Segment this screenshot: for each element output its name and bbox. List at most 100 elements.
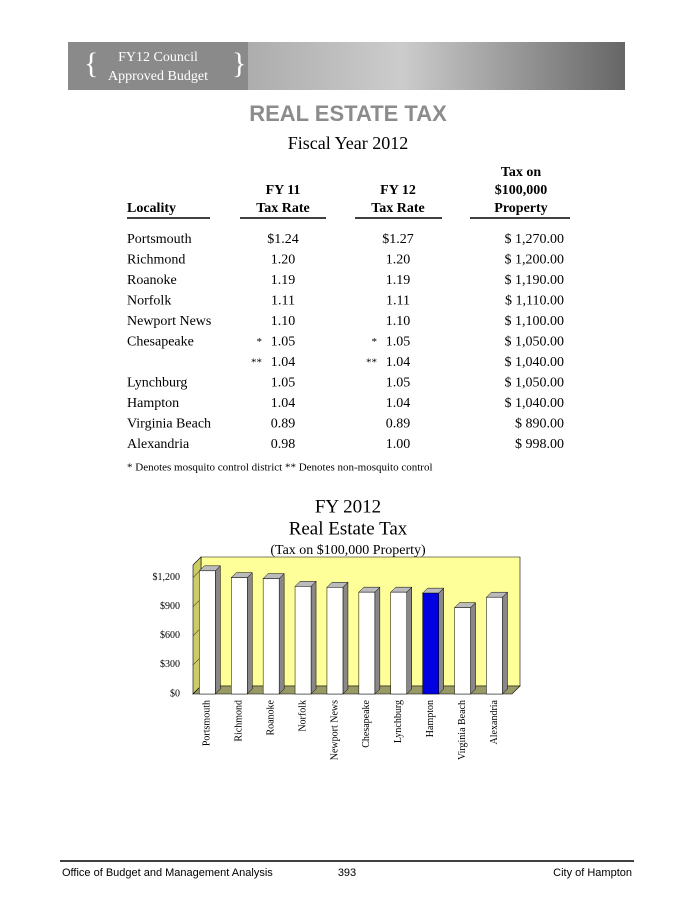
cell-fy11: 1.04 [271,396,296,411]
column-header: Tax Rate [256,201,310,216]
cell-locality: Hampton [127,396,179,411]
cell-locality: Chesapeake [127,335,194,350]
cell-fy11: 1.20 [271,253,296,268]
cell-fy12: 1.10 [386,314,411,329]
cell-locality: Roanoke [127,273,177,288]
bar [262,578,280,695]
bar-side [278,572,285,695]
cell-tax: $ 1,110.00 [505,294,564,309]
cell-fy12: 1.20 [386,253,411,268]
cell-tax: $ 1,040.00 [505,396,565,411]
cell-locality: Newport News [127,314,211,329]
footer-right: City of Hampton [553,867,632,879]
cell-locality: Richmond [127,253,185,268]
cell-tax: $ 1,040.00 [505,355,565,370]
chart-title: FY 2012 [315,496,381,517]
column-header: FY 11 [266,183,301,198]
cell-fy11: 0.89 [271,417,296,432]
cell-fy11: 1.11 [271,294,295,309]
cell-mark: ** [251,357,262,369]
x-tick-label: Alexandria [489,699,500,744]
x-tick-label: Roanoke [265,699,276,735]
cell-fy12: 1.05 [386,335,411,350]
bar [390,591,408,695]
bar [486,596,503,695]
cell-fy12: 1.00 [386,437,411,452]
cell-locality: Virginia Beach [127,417,211,432]
bar-side [438,587,444,695]
brace: { [84,47,98,80]
bar-side [406,586,413,695]
title: REAL ESTATE TAX [249,101,447,126]
cell-tax: $ 1,200.00 [505,253,565,268]
x-tick-label: Chesapeake [361,699,372,747]
x-tick-label: Richmond [234,700,245,742]
cell-fy11: 1.10 [271,314,296,329]
cell-tax: $ 1,100.00 [505,314,565,329]
cell-fy11: 1.19 [271,273,296,288]
cell-mark: * [257,336,263,348]
y-tick-label: $0 [170,688,180,699]
cell-fy12: 1.04 [386,396,411,411]
cell-tax: $ 1,270.00 [505,232,565,247]
brace: } [232,47,246,80]
x-tick-label: Lynchburg [393,700,404,743]
cell-locality: Norfolk [127,294,171,309]
bar-side [342,581,349,695]
cell-fy12: $1.27 [382,232,414,247]
y-tick-label: $900 [160,601,180,612]
table: Locality FY 11 Tax Rate FY 12 Tax Rate Tax on… [127,165,570,452]
bar [454,607,471,695]
cell-fy11: $1.24 [267,232,299,247]
bar-side [470,602,476,695]
column-header: Property [494,201,547,216]
bar [199,570,216,695]
chart-subtitle: (Tax on $100,000 Property) [270,543,426,558]
cell-fy11: 1.05 [271,335,296,350]
cell-locality: Alexandria [127,437,190,452]
cell-tax: $ 1,050.00 [505,376,565,391]
column-header: $100,000 [495,183,548,198]
x-tick-label: Hampton [425,700,436,737]
banner-label-bg [68,42,248,90]
y-tick-label: $1,200 [153,572,181,583]
bar-side [247,572,253,695]
column-header: Locality [127,201,176,216]
bar [422,592,439,695]
subtitle: Fiscal Year 2012 [288,133,409,153]
cell-fy12: 1.05 [386,376,411,391]
bar-side [502,591,508,695]
x-tick-label: Portsmouth [202,700,213,746]
banner-text: FY12 Council [118,50,198,65]
cell-tax: $ 998.00 [515,437,564,452]
column-header: Tax on [501,165,542,180]
cell-mark: * [372,336,378,348]
cell-fy12: 1.19 [386,273,411,288]
page-number: 393 [338,867,356,879]
cell-tax: $ 1,190.00 [505,273,565,288]
cell-mark: ** [366,357,377,369]
bar [294,586,312,695]
cell-fy11: 1.05 [271,376,296,391]
cell-locality: Lynchburg [127,376,187,391]
x-tick-label: Virginia Beach [457,700,468,760]
x-tick-label: Newport News [329,700,340,760]
column-header: FY 12 [380,183,416,198]
bar-side [374,586,381,695]
bar [358,591,376,695]
y-tick-label: $600 [160,630,180,641]
x-tick-label: Norfolk [297,700,308,732]
footnote: * Denotes mosquito control district ** D… [127,462,433,474]
bar [231,577,248,695]
cell-fy12: 1.04 [386,355,411,370]
cell-fy12: 0.89 [386,417,411,432]
y-tick-label: $300 [160,659,180,670]
cell-fy12: 1.11 [386,294,410,309]
column-header: Tax Rate [371,201,425,216]
bar-side [310,580,317,695]
banner-text: Approved Budget [108,69,208,84]
footer-left: Office of Budget and Management Analysis [62,867,273,879]
cell-tax: $ 1,050.00 [505,335,565,350]
